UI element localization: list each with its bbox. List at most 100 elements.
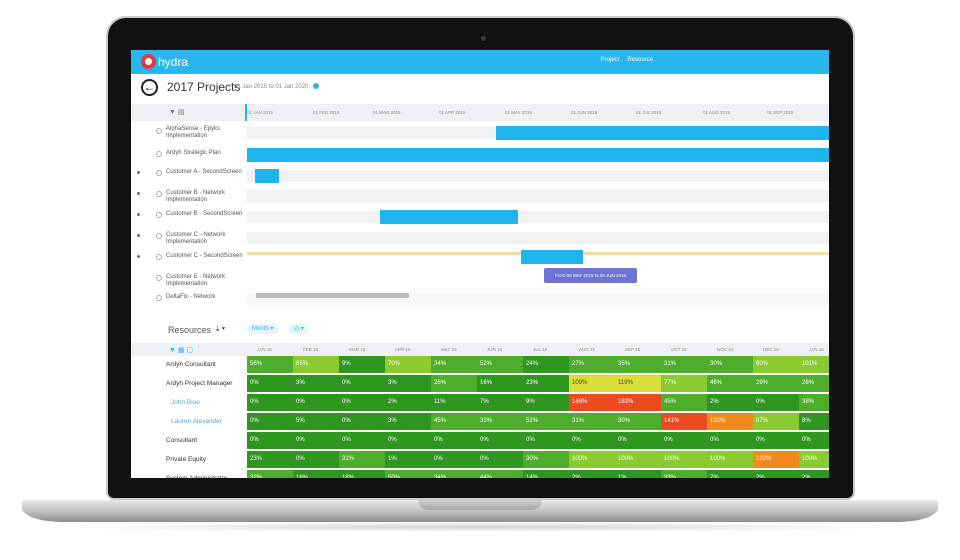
utilization-cell[interactable]: 30%: [523, 451, 569, 468]
utilization-cell[interactable]: 100%: [661, 451, 707, 468]
project-select-icon[interactable]: [156, 151, 162, 157]
download-icon[interactable]: ⤓ ▾: [216, 324, 226, 333]
utilization-cell[interactable]: 2%: [707, 394, 753, 411]
filter-icon[interactable]: ▼ ▦ ▢: [169, 347, 194, 354]
gantt-bar[interactable]: [380, 210, 518, 224]
utilization-cell[interactable]: 101%: [799, 356, 829, 373]
utilization-cell[interactable]: 7%: [477, 394, 523, 411]
utilization-cell[interactable]: 32%: [247, 470, 293, 478]
utilization-cell[interactable]: 38%: [799, 394, 829, 411]
scrollbar[interactable]: [256, 293, 409, 298]
utilization-cell[interactable]: 3%: [293, 375, 339, 392]
utilization-cell[interactable]: 0%: [247, 375, 293, 392]
utilization-cell[interactable]: 0%: [799, 432, 829, 449]
back-arrow-icon[interactable]: ←: [141, 79, 158, 96]
utilization-cell[interactable]: 0%: [569, 432, 615, 449]
utilization-cell[interactable]: 16%: [293, 470, 339, 478]
utilization-cell[interactable]: 1%: [615, 470, 661, 478]
utilization-cell[interactable]: 33%: [661, 470, 707, 478]
utilization-cell[interactable]: 52%: [523, 413, 569, 430]
utilization-cell[interactable]: 0%: [431, 432, 477, 449]
gantt-bar[interactable]: [255, 169, 279, 183]
utilization-cell[interactable]: 29%: [753, 375, 799, 392]
utilization-cell[interactable]: 100%: [707, 451, 753, 468]
utilization-cell[interactable]: 122%: [753, 451, 799, 468]
nav-resource[interactable]: Resource: [627, 57, 653, 63]
utilization-cell[interactable]: 26%: [431, 375, 477, 392]
utilization-cell[interactable]: 2%: [799, 470, 829, 478]
resource-name[interactable]: System Administrator: [166, 475, 227, 478]
project-select-icon[interactable]: [156, 128, 162, 134]
utilization-cell[interactable]: 0%: [247, 432, 293, 449]
utilization-cell[interactable]: 11%: [431, 394, 477, 411]
utilization-cell[interactable]: 31%: [569, 413, 615, 430]
utilization-cell[interactable]: 2%: [753, 470, 799, 478]
utilization-cell[interactable]: 33%: [477, 413, 523, 430]
utilization-cell[interactable]: 30%: [615, 413, 661, 430]
utilization-cell[interactable]: 2%: [569, 470, 615, 478]
utilization-cell[interactable]: 45%: [661, 394, 707, 411]
utilization-cell[interactable]: 0%: [385, 432, 431, 449]
utilization-cell[interactable]: 2%: [385, 394, 431, 411]
utilization-cell[interactable]: 100%: [569, 451, 615, 468]
utilization-cell[interactable]: 8%: [799, 413, 829, 430]
utilization-cell[interactable]: 100%: [615, 451, 661, 468]
utilization-cell[interactable]: 0%: [339, 375, 385, 392]
gantt-bar[interactable]: [247, 148, 829, 162]
project-select-icon[interactable]: [156, 233, 162, 239]
utilization-cell[interactable]: 30%: [707, 356, 753, 373]
utilization-cell[interactable]: 23%: [247, 451, 293, 468]
utilization-cell[interactable]: 65%: [293, 356, 339, 373]
utilization-cell[interactable]: 109%: [569, 375, 615, 392]
utilization-cell[interactable]: 0%: [293, 432, 339, 449]
project-select-icon[interactable]: [156, 170, 162, 176]
utilization-cell[interactable]: 45%: [431, 413, 477, 430]
utilization-cell[interactable]: 87%: [753, 413, 799, 430]
utilization-cell[interactable]: 7%: [707, 470, 753, 478]
utilization-cell[interactable]: 60%: [753, 356, 799, 373]
resource-name[interactable]: John Blue: [171, 399, 200, 406]
utilization-cell[interactable]: 52%: [477, 356, 523, 373]
filter-icon[interactable]: ▼ ▤: [169, 109, 185, 116]
resource-name[interactable]: Lauren Alexander: [171, 418, 222, 425]
utilization-cell[interactable]: 0%: [431, 451, 477, 468]
view-dropdown[interactable]: Month ▾: [247, 324, 279, 334]
utilization-cell[interactable]: 0%: [247, 413, 293, 430]
utilization-cell[interactable]: 0%: [753, 432, 799, 449]
resource-name[interactable]: Consultant: [166, 437, 198, 444]
gantt-bar[interactable]: [496, 126, 829, 140]
utilization-cell[interactable]: 44%: [477, 470, 523, 478]
utilization-cell[interactable]: 9%: [339, 356, 385, 373]
utilization-cell[interactable]: 23%: [523, 375, 569, 392]
settings-icon[interactable]: [313, 83, 319, 89]
resource-name[interactable]: Ardyh Project Manager: [166, 380, 233, 387]
utilization-cell[interactable]: 14%: [523, 470, 569, 478]
nav-project[interactable]: Project: [600, 57, 620, 63]
utilization-cell[interactable]: 34%: [431, 356, 477, 373]
utilization-cell[interactable]: 18%: [339, 470, 385, 478]
utilization-cell[interactable]: 31%: [661, 356, 707, 373]
utilization-cell[interactable]: 70%: [385, 356, 431, 373]
utilization-cell[interactable]: 46%: [707, 375, 753, 392]
utilization-cell[interactable]: 0%: [293, 451, 339, 468]
utilization-cell[interactable]: 0%: [707, 432, 753, 449]
utilization-cell[interactable]: 148%: [569, 394, 615, 411]
utilization-cell[interactable]: 16%: [477, 375, 523, 392]
project-select-icon[interactable]: [156, 212, 162, 218]
utilization-cell[interactable]: 9%: [523, 394, 569, 411]
utilization-cell[interactable]: 77%: [661, 375, 707, 392]
utilization-cell[interactable]: 5%: [293, 413, 339, 430]
utilization-cell[interactable]: 0%: [293, 394, 339, 411]
utilization-cell[interactable]: 3%: [385, 413, 431, 430]
utilization-cell[interactable]: 0%: [477, 451, 523, 468]
utilization-cell[interactable]: 0%: [339, 432, 385, 449]
utilization-cell[interactable]: 100%: [799, 451, 829, 468]
gantt-bar-selected[interactable]: [521, 250, 583, 264]
resource-name[interactable]: Ardyh Consultant: [166, 361, 216, 368]
utilization-cell[interactable]: 0%: [339, 394, 385, 411]
utilization-cell[interactable]: 0%: [661, 432, 707, 449]
utilization-cell[interactable]: 34%: [431, 470, 477, 478]
utilization-cell[interactable]: 50%: [385, 470, 431, 478]
utilization-cell[interactable]: 24%: [523, 356, 569, 373]
resource-name[interactable]: Private Equity: [166, 456, 207, 463]
